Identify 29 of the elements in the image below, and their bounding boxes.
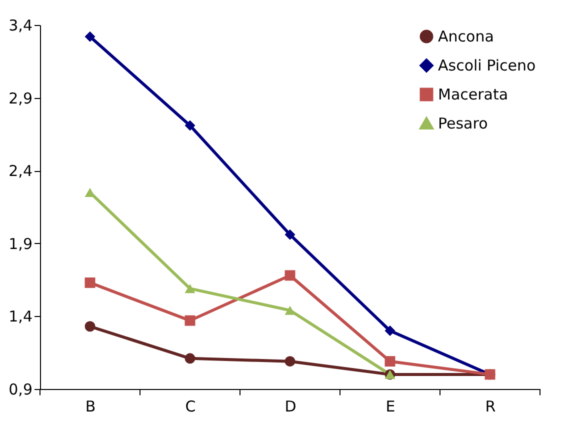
point (84, 277, 96, 288)
legend-label: Pesaro (438, 114, 488, 132)
legend-label: Ancona (438, 28, 494, 46)
point (384, 326, 396, 336)
x-tick-label: E (386, 398, 396, 416)
point (284, 270, 296, 281)
y-tick-label: 3,4 (8, 16, 32, 34)
legend-label: Macerata (438, 86, 508, 104)
point (284, 229, 296, 240)
point (184, 353, 196, 364)
legend-label: Ascoli Piceno (438, 56, 536, 74)
point (84, 321, 96, 332)
point (284, 306, 296, 315)
x-tick-label: B (85, 398, 96, 416)
y-tick-label: 1,4 (8, 308, 32, 326)
y-tick-label: 2,4 (8, 162, 32, 180)
point (184, 120, 196, 131)
x-tick-label: D (284, 398, 296, 416)
y-tick-label: 2,9 (8, 89, 32, 108)
point (184, 284, 196, 294)
y-tick-label: 1,9 (8, 234, 32, 253)
point (84, 188, 96, 197)
point (184, 315, 196, 326)
x-tick-label: C (185, 398, 196, 416)
x-tick-label: R (485, 398, 496, 416)
point (384, 356, 396, 367)
y-tick-label: 0,9 (8, 380, 32, 398)
point (284, 356, 296, 367)
point (84, 31, 96, 42)
